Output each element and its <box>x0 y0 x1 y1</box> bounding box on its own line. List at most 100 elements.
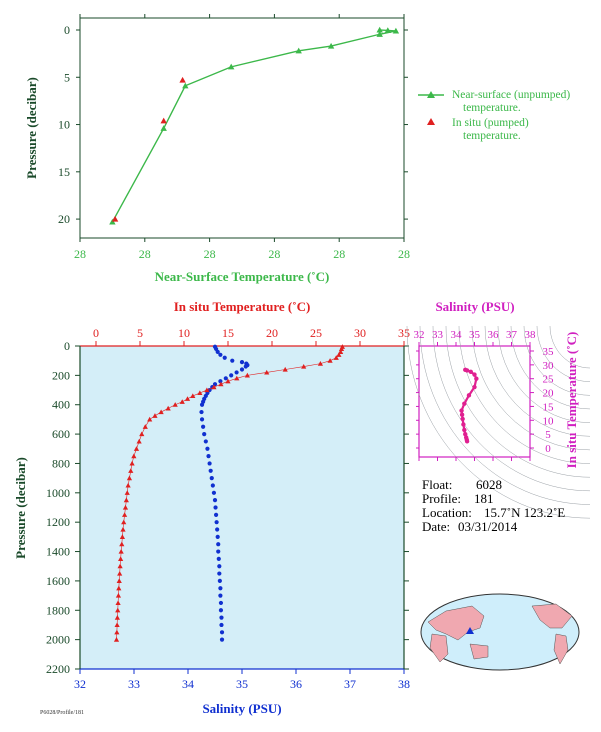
temperature-profile-point <box>184 396 191 401</box>
unpumped-temperature-point <box>160 125 167 131</box>
salinity-profile-point <box>203 439 208 444</box>
ts-salinity-tick-label: 33 <box>432 329 444 341</box>
temperature-axis-title: In situ Temperature (˚C) <box>174 299 311 314</box>
density-contour <box>523 325 591 396</box>
density-contour <box>510 325 591 410</box>
salinity-profile-point <box>218 352 223 357</box>
temperature-profile-point <box>115 592 122 598</box>
density-contour <box>458 325 591 464</box>
ts-point <box>472 384 477 390</box>
ts-salinity-tick-label: 35 <box>469 329 481 341</box>
ts-point <box>463 431 468 437</box>
temperature-profile-point <box>118 548 124 554</box>
temperature-profile-point <box>114 615 120 620</box>
temperature-tick-label: 35 <box>398 326 410 340</box>
salinity-profile-point <box>219 615 224 620</box>
temperature-profile-point <box>158 409 164 415</box>
salinity-profile-point <box>199 402 205 407</box>
salinity-profile-point <box>214 520 219 525</box>
temperature-profile-point <box>136 438 142 444</box>
temperature-profile-point <box>218 381 224 387</box>
salinity-profile-point <box>207 461 212 466</box>
salinity-profile-point <box>218 608 224 613</box>
salinity-profile-point <box>216 556 221 561</box>
salinity-profile-point <box>215 527 220 532</box>
salinity-profile-point <box>217 571 222 576</box>
salinity-axis-title: Salinity (PSU) <box>202 701 281 716</box>
temperature-profile-point <box>118 556 124 561</box>
ts-density-contours <box>406 325 591 519</box>
ts-points-series <box>459 367 479 444</box>
near-surface-x-tick-label: 28 <box>268 247 280 261</box>
near-surface-x-label: Near-Surface Temperature (˚C) <box>155 269 330 284</box>
salinity-profile-point <box>205 446 210 451</box>
legend-label-pumped-2: temperature. <box>463 130 521 142</box>
unpumped-temperature-point <box>384 27 391 34</box>
salinity-profile-point <box>210 483 215 488</box>
temperature-profile-point <box>122 504 129 510</box>
temperature-profile-point <box>282 366 288 372</box>
date-label: Date: <box>422 519 450 534</box>
pumped-temperature-point <box>160 117 167 124</box>
temperature-profile-point <box>114 622 120 628</box>
pressure-tick-label: 1800 <box>46 603 70 617</box>
float-value: 6028 <box>476 477 502 492</box>
temperature-profile-point <box>172 402 178 407</box>
ts-temperature-tick-label: 35 <box>543 346 555 358</box>
temperature-profile-point <box>264 369 270 375</box>
temperature-profile-point <box>179 399 185 404</box>
near-surface-y-label: Pressure (decibar) <box>24 77 39 179</box>
temperature-profile-point <box>139 431 145 437</box>
temperature-profile-point <box>117 570 123 576</box>
map-land-africa <box>429 633 449 663</box>
legend-marker-unpumped <box>427 91 435 98</box>
ts-point <box>474 376 479 381</box>
map-land-australia <box>469 643 489 660</box>
profile-panel: 0200400600800100012001400160018002000220… <box>13 299 410 716</box>
ts-point <box>463 367 468 373</box>
ts-point <box>468 369 473 374</box>
profile-value: 181 <box>474 491 494 506</box>
temperature-profile-point <box>338 346 345 352</box>
unpumped-temperature-point <box>295 47 302 54</box>
legend-marker-pumped <box>427 118 435 125</box>
density-contour <box>536 325 591 382</box>
legend-label-unpumped-2: temperature. <box>463 102 521 114</box>
temperature-profile-point <box>336 352 342 357</box>
ts-point <box>462 401 467 406</box>
map-land-north-america <box>531 603 573 629</box>
salinity-profile-point <box>213 512 219 517</box>
density-contour <box>497 325 591 423</box>
ts-point <box>459 412 465 417</box>
salinity-profile-point <box>217 564 222 569</box>
map-land-south-america <box>553 633 569 665</box>
salinity-tick-label: 35 <box>236 677 248 691</box>
ts-temperature-tick-label: 25 <box>543 374 555 386</box>
footer-text: P6028/Profile/181 <box>40 709 84 716</box>
salinity-profile-point <box>215 349 220 354</box>
near-surface-legend: Near-surface (unpumped) temperature. In … <box>418 89 570 142</box>
profile-plot-background <box>80 346 404 669</box>
salinity-profile-point <box>213 505 218 510</box>
near-surface-panel: 0 5 10 15 20 28 28 28 28 28 28 Pressure (decibar)… <box>24 14 410 284</box>
temperature-profile-point <box>120 526 126 532</box>
temperature-tick-label: 15 <box>222 326 234 340</box>
temperature-profile-point <box>119 534 125 539</box>
temperature-profile-point <box>114 629 120 635</box>
salinity-profile-point <box>201 424 206 429</box>
temperature-profile-point <box>211 384 217 390</box>
ts-point <box>460 416 465 422</box>
ts-salinity-tick-label: 38 <box>525 329 537 341</box>
temperature-profile-point <box>301 363 307 369</box>
ts-temperature-tick-label: 10 <box>543 415 555 427</box>
salinity-profile-point <box>218 600 224 606</box>
salinity-profile-point <box>239 367 245 372</box>
salinity-profile-point <box>199 409 204 415</box>
pressure-axis-title: Pressure (decibar) <box>13 457 28 559</box>
ts-point <box>466 393 472 398</box>
salinity-profile-point <box>208 468 213 473</box>
salinity-profile-point <box>216 542 221 547</box>
